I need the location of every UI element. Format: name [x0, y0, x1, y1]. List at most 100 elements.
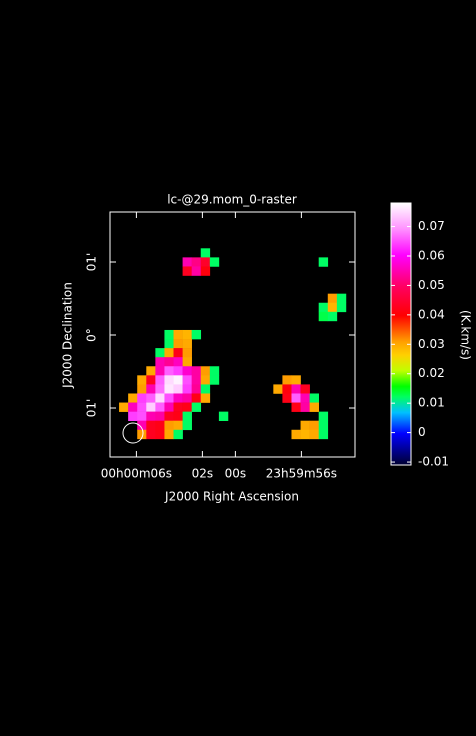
- pixel: [200, 384, 211, 394]
- pixel: [191, 402, 202, 412]
- pixel: [182, 357, 192, 367]
- pixel: [128, 393, 138, 403]
- pixel: [327, 293, 338, 304]
- pixel: [282, 375, 292, 385]
- pixel: [173, 375, 183, 385]
- pixel: [291, 393, 301, 403]
- pixel: [300, 393, 310, 403]
- pixel: [164, 339, 174, 349]
- pixel: [327, 302, 338, 313]
- x-tick-label: 02s: [192, 467, 214, 481]
- pixel: [300, 402, 310, 412]
- plot-frame: [109, 211, 356, 458]
- colorbar: [390, 202, 412, 466]
- pixel: [182, 411, 192, 422]
- colorbar-tick-label: -0.01: [418, 455, 449, 469]
- pixel: [182, 420, 192, 431]
- pixel: [200, 393, 211, 403]
- pixel: [155, 411, 165, 422]
- pixel: [173, 339, 183, 349]
- pixel: [182, 266, 192, 276]
- beam: [122, 422, 144, 444]
- colorbar-label: (K.km/s): [459, 310, 473, 360]
- pixel: [191, 375, 202, 385]
- pixel: [273, 384, 283, 394]
- pixel: [128, 402, 138, 412]
- pixel: [300, 429, 310, 440]
- pixel: [318, 420, 329, 431]
- colorbar-tick-label: 0.01: [418, 396, 445, 410]
- pixel: [164, 420, 174, 431]
- pixel: [146, 429, 156, 440]
- pixel: [119, 402, 129, 412]
- pixel: [146, 384, 156, 394]
- pixel: [300, 420, 310, 431]
- pixel: [137, 429, 147, 440]
- pixel: [146, 411, 156, 422]
- pixel: [218, 411, 229, 422]
- chart-title: lc-@29.mom_0-raster: [167, 193, 297, 207]
- pixel: [173, 384, 183, 394]
- pixel: [164, 393, 174, 403]
- pixel: [309, 420, 320, 431]
- pixel: [173, 393, 183, 403]
- colorbar-tick-label: 0.07: [418, 219, 445, 233]
- pixel: [318, 429, 329, 440]
- colorbar-tick-label: 0.05: [418, 278, 445, 292]
- pixel: [191, 366, 202, 376]
- pixel: [173, 402, 183, 412]
- pixel: [137, 402, 147, 412]
- pixel: [182, 329, 192, 340]
- pixel: [282, 393, 292, 403]
- pixel: [173, 411, 183, 422]
- pixel: [173, 366, 183, 376]
- pixel: [164, 375, 174, 385]
- pixel: [137, 375, 147, 385]
- colorbar-tick-label: 0.06: [418, 248, 445, 262]
- pixel: [182, 375, 192, 385]
- pixel: [155, 393, 165, 403]
- pixel: [318, 302, 329, 313]
- pixel: [146, 393, 156, 403]
- x-tick-label: 23h59m56s: [266, 467, 337, 481]
- pixel: [191, 329, 202, 340]
- pixel: [336, 293, 347, 304]
- pixel: [182, 402, 192, 412]
- pixel: [155, 348, 165, 358]
- pixel: [191, 384, 202, 394]
- pixel: [155, 357, 165, 367]
- pixel: [173, 329, 183, 340]
- pixel: [164, 411, 174, 422]
- y-axis-label: J2000 Declination: [61, 282, 75, 389]
- pixel: [146, 375, 156, 385]
- pixel: [182, 366, 192, 376]
- pixel: [327, 311, 338, 322]
- pixel: [336, 302, 347, 313]
- pixel: [209, 257, 220, 267]
- pixel: [182, 257, 192, 267]
- pixel: [164, 366, 174, 376]
- pixel: [282, 384, 292, 394]
- pixel: [309, 393, 320, 403]
- pixel: [146, 402, 156, 412]
- pixel: [200, 366, 211, 376]
- pixel: [200, 248, 211, 258]
- pixel: [182, 339, 192, 349]
- pixel: [155, 429, 165, 440]
- pixel: [164, 357, 174, 367]
- pixel: [146, 366, 156, 376]
- pixel: [155, 375, 165, 385]
- pixel: [191, 393, 202, 403]
- pixel: [155, 384, 165, 394]
- pixel: [164, 348, 174, 358]
- pixel: [155, 366, 165, 376]
- pixel: [309, 429, 320, 440]
- pixel: [291, 384, 301, 394]
- pixel: [291, 375, 301, 385]
- raster: [119, 248, 347, 440]
- pixel: [209, 375, 220, 385]
- pixel: [318, 311, 329, 322]
- x-tick-label: 00s: [225, 467, 247, 481]
- pixel: [291, 402, 301, 412]
